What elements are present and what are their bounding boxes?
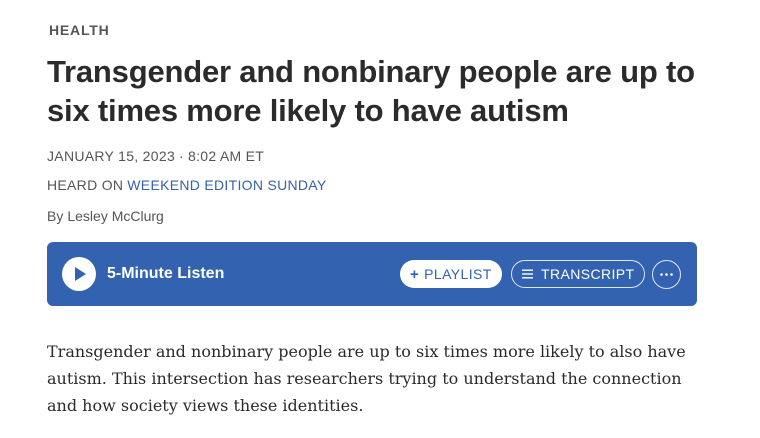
more-icon [660,273,673,276]
section-label[interactable]: HEALTH [49,22,110,38]
playlist-label: PLAYLIST [424,266,492,282]
byline-prefix: By [47,208,64,224]
play-icon [75,267,86,281]
program-link[interactable]: WEEKEND EDITION SUNDAY [127,177,327,193]
audio-player: 5-Minute Listen + PLAYLIST TRANSCRIPT [47,242,697,306]
listen-duration-label: 5-Minute Listen [107,265,225,282]
play-button[interactable] [62,257,96,291]
plus-icon: + [410,265,420,283]
author-name[interactable]: Lesley McClurg [67,208,164,224]
byline: By Lesley McClurg [47,208,164,224]
more-options-button[interactable] [652,260,681,289]
headline: Transgender and nonbinary people are up … [47,54,695,128]
heard-on: HEARD ON WEEKEND EDITION SUNDAY [47,177,327,193]
add-to-playlist-button[interactable]: + PLAYLIST [400,260,502,288]
publish-time: 8:02 AM ET [188,148,265,164]
publish-date: JANUARY 15, 2023 [47,148,176,164]
date-separator: · [179,148,184,164]
transcript-label: TRANSCRIPT [541,266,635,282]
transcript-button[interactable]: TRANSCRIPT [511,260,646,288]
article-teaser: Transgender and nonbinary people are up … [47,342,686,415]
dateline: JANUARY 15, 2023 · 8:02 AM ET [47,148,264,164]
heard-on-label: HEARD ON [47,177,124,193]
list-icon [522,269,533,279]
